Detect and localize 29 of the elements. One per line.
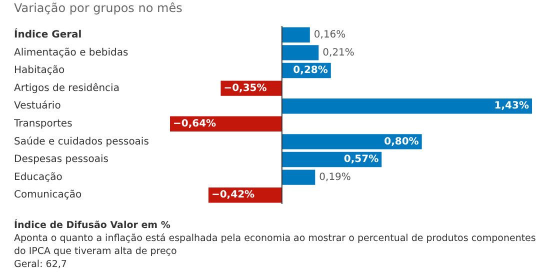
bar bbox=[282, 45, 319, 60]
data-label: 0,19% bbox=[319, 172, 351, 183]
y-tick-label: Índice Geral bbox=[14, 27, 82, 40]
y-tick-label: Artigos de residência bbox=[14, 82, 120, 94]
y-tick-label: Habitação bbox=[14, 65, 65, 76]
data-label: 0,28% bbox=[293, 65, 328, 76]
y-tick-label: Saúde e cuidados pessoais bbox=[14, 136, 149, 148]
y-tick-label: Alimentação e bebidas bbox=[14, 47, 128, 58]
y-tick-label: Vestuário bbox=[14, 100, 61, 112]
data-label: −0,64% bbox=[173, 118, 216, 130]
y-tick-label: Despesas pessoais bbox=[14, 154, 108, 166]
bar bbox=[282, 170, 316, 185]
data-label: 0,16% bbox=[314, 29, 346, 40]
text: Índice de Difusão Valor em % bbox=[14, 219, 172, 232]
y-tick-label: Educação bbox=[14, 172, 62, 183]
data-label: −0,42% bbox=[211, 190, 255, 201]
data-label: 0,80% bbox=[384, 136, 419, 148]
bar bbox=[282, 134, 422, 150]
y-tick-label: Comunicação bbox=[14, 190, 82, 201]
data-label: 0,21% bbox=[322, 47, 354, 58]
data-label: 1,43% bbox=[494, 100, 529, 112]
data-label: −0,35% bbox=[224, 82, 267, 94]
text: Aponta o quanto a inflação está espalhada pela economia ao mostrar o percentual de produtos componentes do IPCA que tiveram alta de preço bbox=[14, 232, 537, 258]
text: Geral: 62,7 bbox=[14, 258, 68, 271]
bar bbox=[282, 98, 532, 114]
y-tick-label: Transportes bbox=[13, 118, 72, 130]
bar bbox=[282, 27, 310, 43]
chart-title: Variação por grupos no mês bbox=[13, 0, 184, 17]
data-label: 0,57% bbox=[344, 154, 379, 166]
